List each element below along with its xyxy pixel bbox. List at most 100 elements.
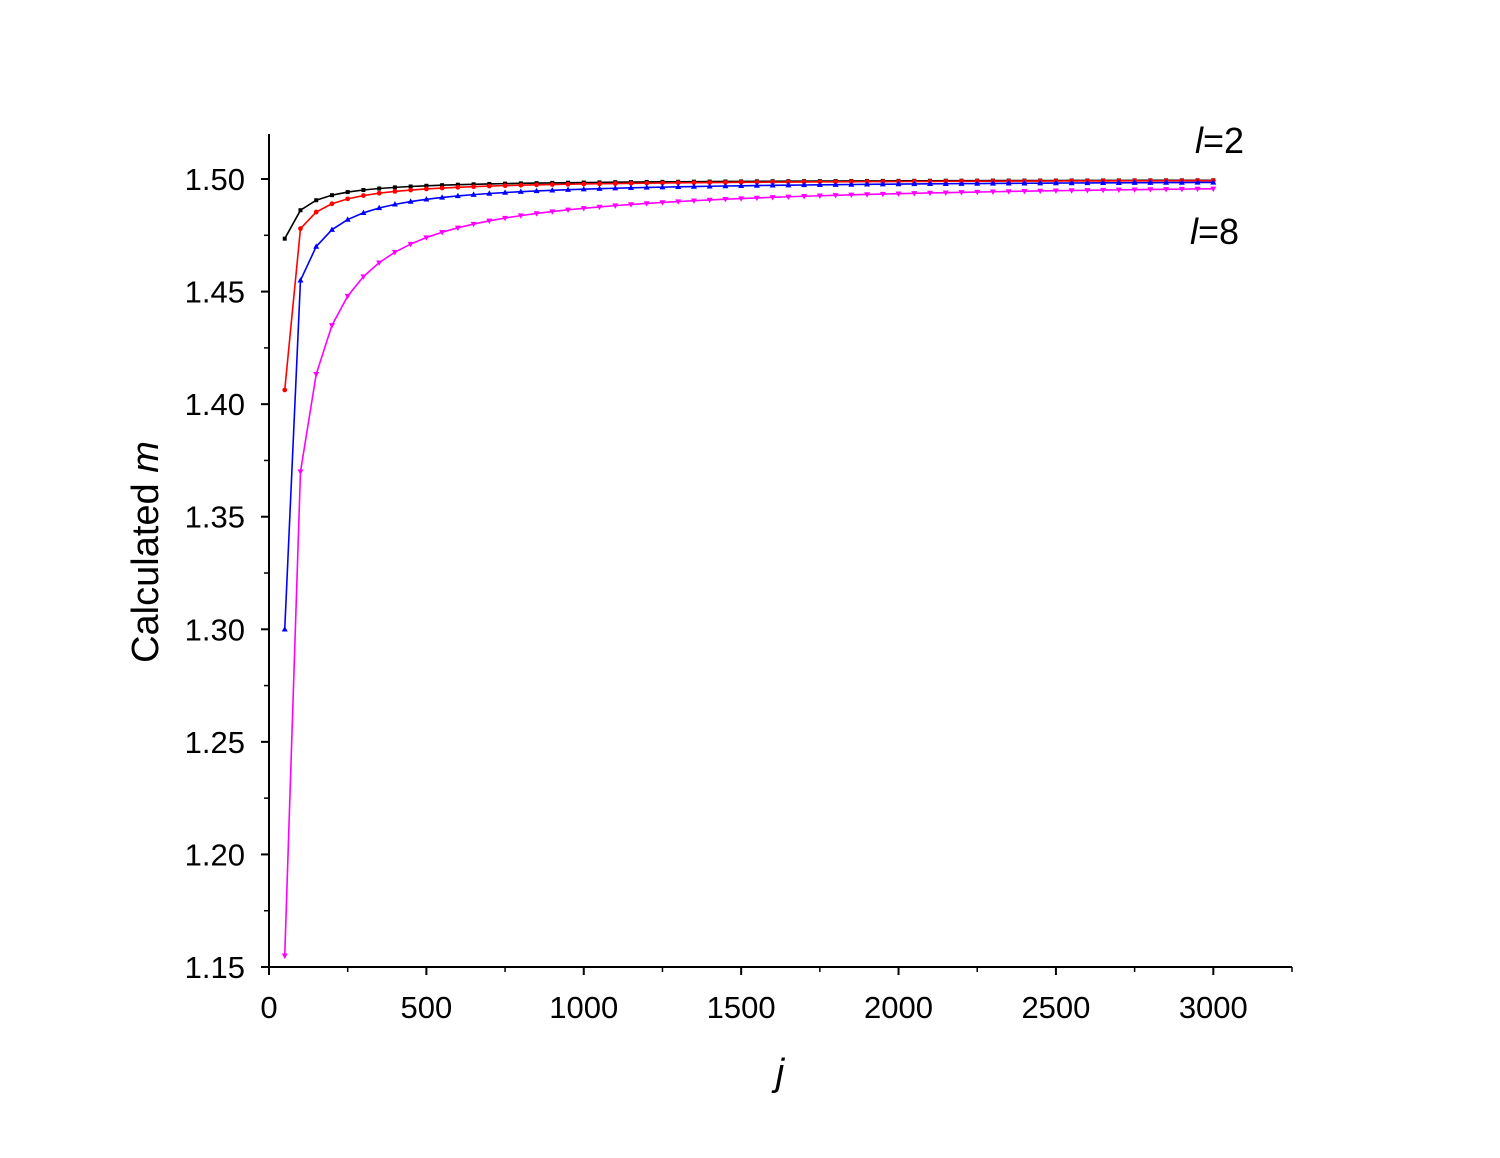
series-3-point (502, 189, 509, 195)
series-3-point (785, 181, 792, 188)
series-2-point (345, 196, 351, 202)
series-4-point (659, 200, 666, 206)
y-tick-label: 1.25 (185, 725, 245, 760)
series-4-point (738, 196, 745, 202)
series-3-point (344, 216, 351, 222)
series-3-point (580, 185, 587, 192)
series-4-point (895, 191, 902, 197)
series-3-point (895, 180, 902, 187)
series-line-2 (283, 179, 1214, 391)
series-3-point (1194, 179, 1201, 185)
series-1-point (440, 183, 445, 188)
series-4-point (549, 209, 556, 215)
series-3-point (722, 182, 729, 189)
x-tick-label: 3000 (1179, 990, 1248, 1025)
x-tick-label: 2500 (1021, 990, 1090, 1025)
y-ticks: 1.15 1.20 1.25 1.30 1.35 1.40 1.45 1.50 (185, 162, 269, 985)
series-3-point (1021, 180, 1028, 186)
series-4-point (344, 293, 351, 300)
series-4-point (565, 207, 572, 214)
series-line-3 (283, 181, 1214, 630)
series-2-point (675, 180, 681, 186)
y-tick-label: 1.30 (185, 612, 245, 647)
series-1-point (377, 186, 382, 191)
series-4-point (864, 192, 871, 198)
series-3-point (1163, 179, 1170, 185)
series-1-point (361, 188, 366, 193)
series-4-point (1084, 188, 1091, 194)
series-4-point (360, 274, 367, 280)
series-3-point (643, 184, 650, 190)
series-4-point (974, 189, 981, 196)
series-1-point (298, 208, 303, 213)
series-3-point (769, 182, 776, 188)
series-4-point (1100, 187, 1107, 194)
series-2-point (392, 189, 398, 194)
series-3-point (313, 243, 320, 249)
series-2-point (502, 183, 508, 189)
series-layer (281, 178, 1217, 959)
series-3-point (801, 181, 808, 188)
series-4-point (313, 371, 320, 378)
series-4-point (785, 194, 792, 200)
series-2-point (660, 180, 665, 186)
series-3-point (297, 277, 304, 283)
series-3-point (659, 183, 666, 190)
series-2-point (770, 179, 776, 185)
series-3-point (1147, 179, 1154, 185)
series-line-4 (283, 187, 1214, 956)
series-3-point (911, 180, 918, 187)
series-4-point (407, 241, 414, 248)
series-3-point (1131, 179, 1138, 185)
series-4-point (1210, 186, 1217, 192)
series-4-point (643, 201, 650, 207)
series-3-point (1178, 179, 1185, 185)
series-3-point (706, 183, 713, 189)
series-4-point (989, 189, 996, 195)
series-2-point (565, 181, 571, 187)
series-2-point (439, 185, 445, 191)
series-1-point (345, 190, 350, 195)
series-3-point (989, 180, 996, 186)
series-3-point (454, 192, 461, 199)
series-4-point (1194, 186, 1201, 193)
series-4-point (1147, 187, 1154, 193)
series-4-point (769, 195, 776, 201)
series-4-point (958, 190, 965, 196)
series-3-point (974, 180, 981, 186)
series-4-point (470, 221, 477, 228)
series-1-point (424, 183, 429, 188)
series-4-point (1163, 187, 1170, 193)
plot-frame (268, 134, 1292, 968)
series-2-point (282, 387, 288, 393)
series-4-point (722, 197, 729, 203)
series-3-point (360, 209, 367, 215)
series-4-point (675, 199, 682, 205)
series-3-point (470, 191, 477, 197)
series-3-point (407, 198, 414, 204)
series-2-point (754, 179, 760, 185)
series-4-point (1131, 187, 1138, 193)
y-tick-label: 1.20 (185, 837, 245, 872)
series-4-point (376, 260, 383, 266)
series-3-point (549, 187, 556, 193)
series-3-point (1052, 179, 1059, 186)
x-tick-label: 500 (401, 990, 453, 1025)
series-3-point (328, 226, 335, 232)
series-2-point (612, 181, 618, 186)
series-2-point (298, 226, 303, 231)
series-4-point (486, 218, 493, 225)
series-4-point (942, 190, 949, 196)
series-2-point (313, 209, 319, 215)
series-1-point (329, 193, 334, 198)
series-3-point (1210, 179, 1217, 185)
x-axis-title: j (771, 1052, 786, 1094)
series-4-point (1115, 187, 1122, 194)
series-2-point (738, 179, 744, 185)
series-3-point (1084, 179, 1091, 186)
series-4-point (627, 202, 634, 208)
series-2-point (376, 190, 382, 196)
series-3-point (848, 181, 855, 187)
series-2-point (691, 180, 697, 186)
series-4-point (1052, 188, 1059, 194)
